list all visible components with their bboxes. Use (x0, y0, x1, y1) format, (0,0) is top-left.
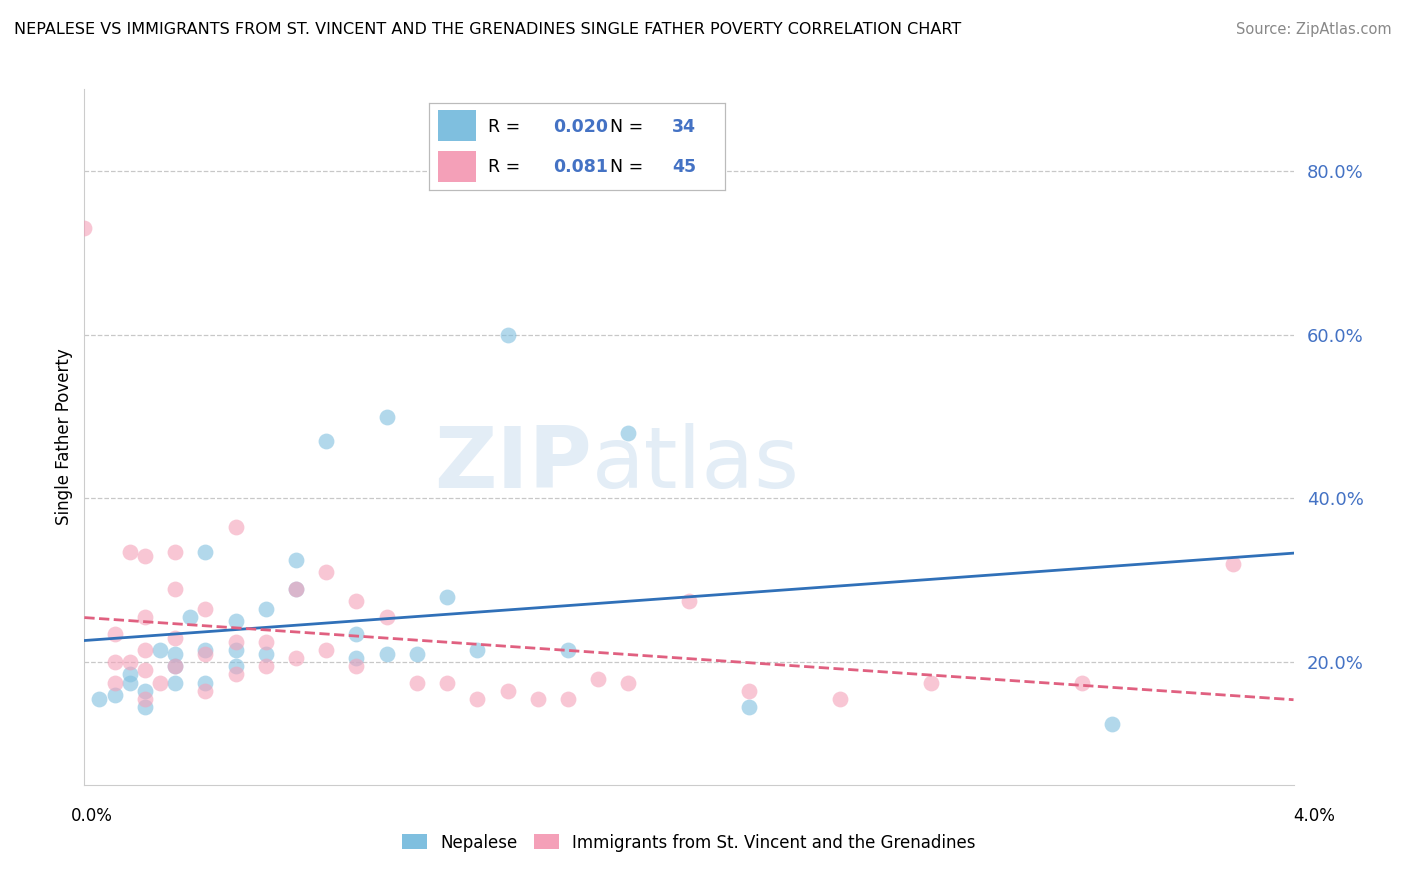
Point (375, 610, 398, 624)
Point (467, 692, 489, 706)
Point (617, 425, 640, 440)
Point (118, 675, 141, 690)
Point (165, 659, 187, 673)
Point (738, 700, 761, 714)
Point (346, 594, 368, 608)
Point (436, 675, 458, 690)
Point (149, 675, 172, 690)
Point (104, 655, 127, 669)
Point (406, 675, 429, 690)
Point (527, 692, 550, 706)
Point (557, 692, 579, 706)
Point (134, 683, 156, 698)
Point (315, 565, 337, 579)
Point (134, 643, 156, 657)
Point (194, 602, 217, 616)
Point (920, 675, 942, 690)
Point (315, 434, 337, 449)
Text: ZIP: ZIP (434, 424, 592, 507)
Point (557, 643, 579, 657)
Point (254, 647, 277, 661)
Point (284, 553, 308, 567)
Point (284, 582, 308, 596)
Point (254, 659, 277, 673)
Point (194, 544, 217, 558)
Point (738, 683, 761, 698)
Point (254, 602, 277, 616)
Point (165, 582, 187, 596)
Text: 4.0%: 4.0% (1294, 807, 1336, 825)
Text: Source: ZipAtlas.com: Source: ZipAtlas.com (1236, 22, 1392, 37)
Point (678, 594, 700, 608)
Point (436, 590, 458, 604)
Point (1101, 716, 1123, 731)
Point (194, 675, 217, 690)
Point (1222, 557, 1244, 571)
Point (179, 610, 201, 624)
Point (149, 643, 172, 657)
Point (225, 520, 247, 534)
Point (830, 692, 852, 706)
Point (588, 672, 610, 686)
Point (194, 647, 217, 661)
Point (225, 634, 247, 648)
Text: NEPALESE VS IMMIGRANTS FROM ST. VINCENT AND THE GRENADINES SINGLE FATHER POVERTY: NEPALESE VS IMMIGRANTS FROM ST. VINCENT … (14, 22, 962, 37)
Point (346, 626, 368, 640)
Point (134, 700, 156, 714)
Point (165, 659, 187, 673)
Point (89, 692, 111, 706)
Text: atlas: atlas (592, 424, 800, 507)
Point (225, 659, 247, 673)
Point (375, 647, 398, 661)
Point (165, 675, 187, 690)
Point (284, 651, 308, 665)
Point (134, 664, 156, 678)
Point (118, 667, 141, 681)
Point (315, 643, 337, 657)
Point (165, 631, 187, 645)
Point (134, 692, 156, 706)
Legend: Nepalese, Immigrants from St. Vincent and the Grenadines: Nepalese, Immigrants from St. Vincent an… (396, 829, 981, 856)
Point (73, 221, 96, 235)
Point (406, 647, 429, 661)
Point (375, 409, 398, 424)
Point (194, 683, 217, 698)
Point (225, 643, 247, 657)
Point (134, 610, 156, 624)
Text: 0.0%: 0.0% (70, 807, 112, 825)
Point (254, 634, 277, 648)
Point (134, 549, 156, 563)
Point (194, 643, 217, 657)
Point (467, 643, 489, 657)
Y-axis label: Single Father Poverty: Single Father Poverty (55, 349, 73, 525)
Point (104, 626, 127, 640)
Point (165, 544, 187, 558)
Point (118, 655, 141, 669)
Point (346, 659, 368, 673)
Point (284, 582, 308, 596)
Point (165, 647, 187, 661)
Point (225, 667, 247, 681)
Point (104, 675, 127, 690)
Point (1071, 675, 1094, 690)
Point (225, 614, 247, 628)
Point (104, 688, 127, 702)
Point (496, 683, 519, 698)
Point (617, 675, 640, 690)
Point (496, 327, 519, 342)
Point (346, 651, 368, 665)
Point (118, 544, 141, 558)
